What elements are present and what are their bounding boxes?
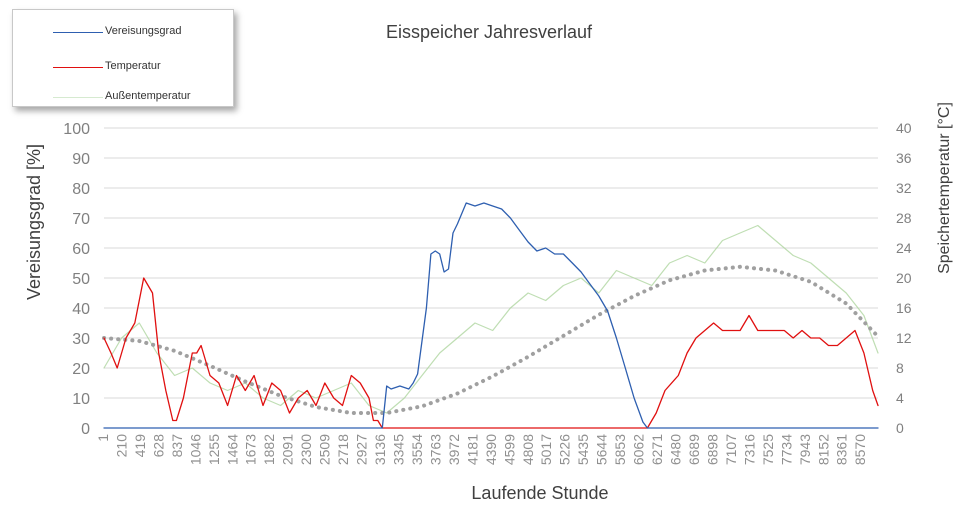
x-tick-label: 2091 [280,434,296,465]
x-tick-label: 8152 [815,434,831,465]
x-tick-label: 5435 [575,434,591,465]
x-tick-label: 1882 [261,434,277,465]
legend-label-temperatur: Temperatur [105,60,161,72]
y-tick-label: 20 [72,361,90,378]
series-line-3 [102,264,880,415]
x-tick-label: 3554 [409,434,425,465]
x-tick-label: 5853 [612,434,628,465]
legend-swatch-vereisungsgrad [53,32,103,33]
x-tick-label: 7734 [778,434,794,465]
y-axis-label: Vereisungsgrad [%] [24,144,44,300]
series-line-0 [103,202,879,429]
x-tick-label: 4808 [520,434,536,465]
legend-item-aussentemperatur: Außentemperatur [13,88,233,108]
y2-axis-label: Speichertemperatur [°C] [936,102,953,274]
x-tick-label: 2927 [354,434,370,465]
chart-title: Eisspeicher Jahresverlauf [386,22,593,42]
x-tick-label: 2509 [317,434,333,465]
x-tick-label: 7525 [760,434,776,465]
x-tick-label: 1255 [206,434,222,465]
series-layer [102,202,880,429]
x-tick-label: 5226 [557,434,573,465]
x-tick-label: 3345 [390,434,406,465]
series-line-1 [103,277,879,429]
x-axis-ticks: 1 210 419 628 837 1046 1255 1464 1673 1882 2091 230… [95,434,868,465]
y2-axis-ticks: 0 4 8 12 16 20 24 28 32 36 40 [896,120,912,436]
x-tick-label: 1 [95,434,111,442]
x-tick-label: 7107 [723,434,739,465]
x-tick-label: 3763 [427,434,443,465]
y-tick-label: 100 [63,121,90,138]
y2-tick-label: 20 [896,270,912,286]
x-tick-label: 4390 [483,434,499,465]
x-tick-label: 837 [169,434,185,458]
x-tick-label: 5644 [594,434,610,465]
x-tick-label: 2718 [335,434,351,465]
series-line-2 [103,224,879,414]
y-tick-label: 0 [81,421,90,438]
legend-label-aussentemperatur: Außentemperatur [105,90,191,102]
y-tick-label: 60 [72,241,90,258]
gridlines [104,127,878,429]
x-tick-label: 1673 [243,434,259,465]
legend-item-vereisungsgrad: Vereisungsgrad [13,23,233,43]
x-tick-label: 4181 [464,434,480,465]
y-tick-label: 50 [72,271,90,288]
y2-tick-label: 28 [896,210,912,226]
y-tick-label: 40 [72,301,90,318]
x-tick-label: 3972 [446,434,462,465]
y2-tick-label: 40 [896,120,912,136]
x-tick-label: 6062 [631,434,647,465]
x-tick-label: 1046 [187,434,203,465]
x-tick-label: 2300 [298,434,314,465]
x-tick-label: 8361 [834,434,850,465]
x-tick-label: 628 [150,434,166,458]
legend-swatch-temperatur [53,67,103,68]
y2-tick-label: 12 [896,330,912,346]
x-tick-label: 419 [132,434,148,458]
x-tick-label: 7316 [741,434,757,465]
x-tick-label: 6271 [649,434,665,465]
y-tick-label: 10 [72,391,90,408]
y-axis-ticks: 0 10 20 30 40 50 60 70 80 90 100 [63,121,90,438]
x-axis-label: Laufende Stunde [471,483,608,503]
y2-tick-label: 36 [896,150,912,166]
x-tick-label: 1464 [224,434,240,465]
x-tick-label: 7943 [797,434,813,465]
x-tick-label: 6480 [668,434,684,465]
y2-tick-label: 24 [896,240,912,256]
x-tick-label: 5017 [538,434,554,465]
y-tick-label: 80 [72,181,90,198]
y2-tick-label: 16 [896,300,912,316]
y-tick-label: 90 [72,151,90,168]
x-tick-label: 6689 [686,434,702,465]
y2-tick-label: 8 [896,360,904,376]
legend-label-vereisungsgrad: Vereisungsgrad [105,25,182,37]
y2-tick-label: 32 [896,180,912,196]
legend: Vereisungsgrad Temperatur Außentemperatu… [12,9,234,107]
y2-tick-label: 4 [896,390,904,406]
x-tick-label: 3136 [372,434,388,465]
x-tick-label: 8570 [852,434,868,465]
y-tick-label: 30 [72,331,90,348]
legend-swatch-aussentemperatur [53,97,103,98]
x-tick-label: 4599 [501,434,517,465]
legend-item-temperatur: Temperatur [13,58,233,78]
x-tick-label: 210 [113,434,129,458]
x-tick-label: 6898 [704,434,720,465]
y2-tick-label: 0 [896,420,904,436]
y-tick-label: 70 [72,211,90,228]
